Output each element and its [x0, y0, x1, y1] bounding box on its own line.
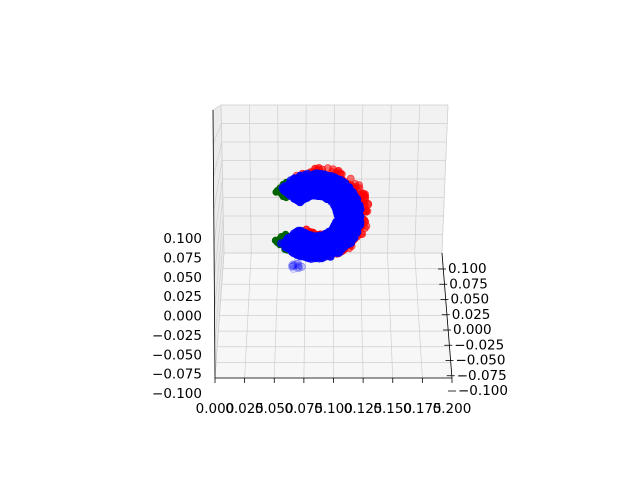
- x-tick-label: 0.075: [285, 401, 324, 417]
- data-point: [294, 261, 303, 270]
- data-point: [352, 212, 361, 221]
- x-axis-ticks: 0.0000.0250.0500.0750.1000.1250.1500.175…: [196, 378, 472, 417]
- data-point: [287, 262, 296, 271]
- z-tick-label: 0.025: [163, 289, 202, 305]
- data-point: [294, 256, 302, 265]
- data-point: [300, 252, 309, 261]
- data-point: [282, 186, 291, 195]
- y-tick-label: 0.025: [452, 307, 491, 323]
- data-point: [289, 261, 298, 270]
- z-tick-label: −0.075: [152, 367, 202, 383]
- data-point: [297, 262, 306, 271]
- x-tick-label: 0.100: [314, 401, 353, 417]
- data-point: [298, 263, 307, 271]
- data-point: [338, 180, 347, 189]
- data-point: [294, 262, 303, 271]
- z-tick-label: −0.050: [152, 347, 202, 363]
- z-tick-label: 0.100: [163, 231, 202, 247]
- data-point: [316, 232, 325, 241]
- data-point: [333, 224, 342, 233]
- y-tick-label: −0.075: [457, 368, 507, 384]
- z-axis-ticks: 0.100 0.075 0.050 0.025 0.000 −0.025 −0.050 −0.…: [152, 231, 202, 402]
- y-tick-label: −0.050: [456, 353, 506, 369]
- data-point: [295, 263, 304, 272]
- data-point: [323, 194, 332, 203]
- data-point: [291, 260, 300, 268]
- data-point: [339, 190, 349, 199]
- y-axis-ticks: 0.1000.0750.0500.0250.000−0.025−0.050−0.…: [438, 261, 508, 399]
- data-point: [304, 190, 313, 199]
- data-point: [290, 261, 298, 270]
- data-point: [295, 261, 304, 270]
- data-point: [294, 264, 303, 273]
- x-tick-label: 0.050: [255, 401, 294, 417]
- z-tick-label: −0.025: [152, 328, 202, 344]
- data-point: [294, 259, 302, 268]
- z-tick-label: −0.100: [152, 386, 202, 402]
- data-point: [333, 237, 342, 246]
- data-point: [308, 249, 317, 258]
- data-point: [309, 182, 318, 191]
- y-tick-label: 0.100: [448, 261, 487, 277]
- data-point: [281, 242, 290, 252]
- data-point: [321, 185, 330, 194]
- y-tick-label: 0.000: [453, 322, 492, 338]
- data-point: [272, 188, 280, 196]
- data-point: [288, 260, 297, 269]
- x-tick-label: 0.025: [225, 401, 264, 417]
- data-point: [293, 260, 301, 269]
- data-point: [301, 235, 311, 245]
- data-points: [271, 163, 373, 273]
- x-tick-label: 0.200: [433, 401, 472, 417]
- z-tick-label: 0.075: [163, 250, 202, 266]
- data-point: [283, 235, 292, 244]
- z-tick-label: 0.050: [163, 270, 202, 286]
- data-point: [334, 212, 343, 221]
- data-point: [342, 206, 351, 215]
- data-point: [296, 226, 305, 235]
- data-point: [330, 245, 339, 254]
- y-tick-label: 0.050: [451, 292, 490, 308]
- data-point: [289, 262, 297, 271]
- y-tick-label: −0.025: [454, 337, 504, 353]
- data-point: [355, 221, 364, 230]
- data-point: [314, 191, 323, 200]
- x-tick-label: 0.175: [403, 401, 442, 417]
- data-point: [342, 239, 351, 248]
- data-point: [346, 226, 355, 235]
- z-tick-label: 0.000: [163, 309, 202, 325]
- data-point: [339, 197, 348, 207]
- data-point: [347, 232, 357, 241]
- data-point: [293, 263, 301, 272]
- y-tick-label: 0.075: [449, 276, 488, 292]
- data-point: [345, 184, 354, 193]
- x-tick-label: 0.150: [373, 401, 412, 417]
- y-tick-label: −0.100: [458, 383, 508, 399]
- data-point: [289, 260, 298, 269]
- x-tick-label: 0.125: [344, 401, 383, 417]
- data-point: [295, 180, 305, 190]
- x-tick-label: 0.000: [196, 401, 235, 417]
- data-point: [288, 263, 297, 271]
- data-point: [292, 243, 301, 252]
- data-point: [289, 265, 298, 273]
